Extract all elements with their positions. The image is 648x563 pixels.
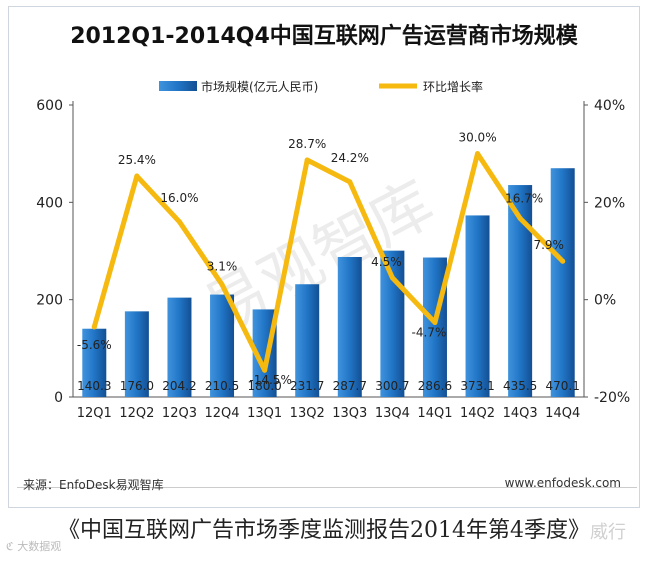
bar xyxy=(337,256,362,397)
line-value-label: 24.2% xyxy=(331,151,369,165)
left-tick-label: 0 xyxy=(54,390,63,406)
growth-rate-point xyxy=(262,367,268,373)
right-tick-label: 40% xyxy=(594,98,625,114)
bar xyxy=(465,215,490,397)
x-tick-label: 12Q3 xyxy=(162,406,197,421)
x-tick-label: 14Q2 xyxy=(460,406,495,421)
chart-card: 易观智库 2012Q1-2014Q4中国互联网广告运营商市场规模 市场规模(亿元… xyxy=(8,6,640,508)
growth-rate-point xyxy=(304,157,310,163)
x-tick-label: 12Q1 xyxy=(77,406,112,421)
growth-rate-point xyxy=(91,324,97,330)
growth-rate-point xyxy=(517,215,523,221)
growth-rate-point xyxy=(432,320,438,326)
bar-value-label: 287.7 xyxy=(333,379,367,393)
line-value-label: 25.4% xyxy=(118,153,156,167)
line-value-label: 28.7% xyxy=(288,137,326,151)
x-tick-label: 14Q1 xyxy=(417,406,452,421)
growth-rate-point xyxy=(219,282,225,288)
website-text: www.enfodesk.com xyxy=(504,476,621,490)
bar xyxy=(167,297,192,397)
line-value-label: 16.0% xyxy=(160,191,198,205)
bar xyxy=(210,294,235,397)
x-tick-label: 13Q2 xyxy=(290,406,325,421)
corner-watermark-right: 威行 xyxy=(590,522,626,543)
corner-watermark: ℭ 大数据观 xyxy=(6,538,61,554)
line-value-label: -4.7% xyxy=(412,326,447,340)
right-tick-label: 0% xyxy=(594,293,616,309)
growth-rate-line xyxy=(91,151,566,373)
left-tick-label: 200 xyxy=(36,293,63,309)
growth-rate-point xyxy=(560,258,566,264)
bar-value-label: 176.0 xyxy=(120,379,154,393)
x-tick-label: 14Q4 xyxy=(545,406,580,421)
bar-value-label: 204.2 xyxy=(162,379,196,393)
report-caption: 《中国互联网广告市场季度监测报告2014年第4季度》 xyxy=(58,518,590,543)
right-tick-label: -20% xyxy=(594,390,630,406)
bar xyxy=(295,284,320,397)
chart-canvas: 易观智库 2012Q1-2014Q4中国互联网广告运营商市场规模 市场规模(亿元… xyxy=(36,23,630,421)
line-value-label: 4.5% xyxy=(371,255,402,269)
legend-bar-swatch xyxy=(159,81,197,91)
x-tick-label: 13Q3 xyxy=(332,406,367,421)
x-tick-label: 12Q2 xyxy=(119,406,154,421)
line-value-label: 30.0% xyxy=(458,131,496,145)
source-text: 来源：EnfoDesk易观智库 xyxy=(23,478,164,492)
line-value-label: -14.5% xyxy=(249,373,291,387)
bar-value-label: 140.3 xyxy=(77,379,111,393)
line-value-label: -5.6% xyxy=(77,338,112,352)
x-tick-label: 14Q3 xyxy=(503,406,538,421)
chart-title: 2012Q1-2014Q4中国互联网广告运营商市场规模 xyxy=(70,23,579,49)
corner-watermark-symbol: ℭ xyxy=(6,540,18,553)
bar-value-label: 180.0 xyxy=(247,379,281,393)
bar-value-label: 210.5 xyxy=(205,379,239,393)
right-tick-label: 20% xyxy=(594,195,625,211)
line-value-label: 16.7% xyxy=(505,191,543,205)
bar-value-label: 300.7 xyxy=(375,379,409,393)
bar-value-label: 231.7 xyxy=(290,379,324,393)
left-tick-label: 400 xyxy=(36,195,63,211)
legend-line-label: 环比增长率 xyxy=(423,79,483,94)
left-tick-label: 600 xyxy=(36,98,63,114)
footer-divider xyxy=(17,487,637,488)
line-value-label: 3.1% xyxy=(207,260,238,274)
growth-rate-point xyxy=(176,219,182,225)
legend-bar-label: 市场规模(亿元人民币) xyxy=(201,79,318,94)
growth-rate-point xyxy=(475,151,481,157)
x-tick-label: 13Q4 xyxy=(375,406,410,421)
bar xyxy=(550,168,575,397)
growth-rate-point xyxy=(347,179,353,185)
x-tick-label: 12Q4 xyxy=(205,406,240,421)
bar xyxy=(82,328,107,397)
bar xyxy=(124,311,149,397)
bar-value-label: 435.5 xyxy=(503,379,537,393)
bar-value-label: 373.1 xyxy=(460,379,494,393)
growth-rate-point xyxy=(134,173,140,179)
bar-value-label: 470.1 xyxy=(546,379,580,393)
x-tick-label: 13Q1 xyxy=(247,406,282,421)
bar-value-label: 286.6 xyxy=(418,379,452,393)
line-value-label: 7.9% xyxy=(533,238,564,252)
growth-rate-point xyxy=(389,275,395,281)
corner-watermark-text: 大数据观 xyxy=(17,540,62,553)
